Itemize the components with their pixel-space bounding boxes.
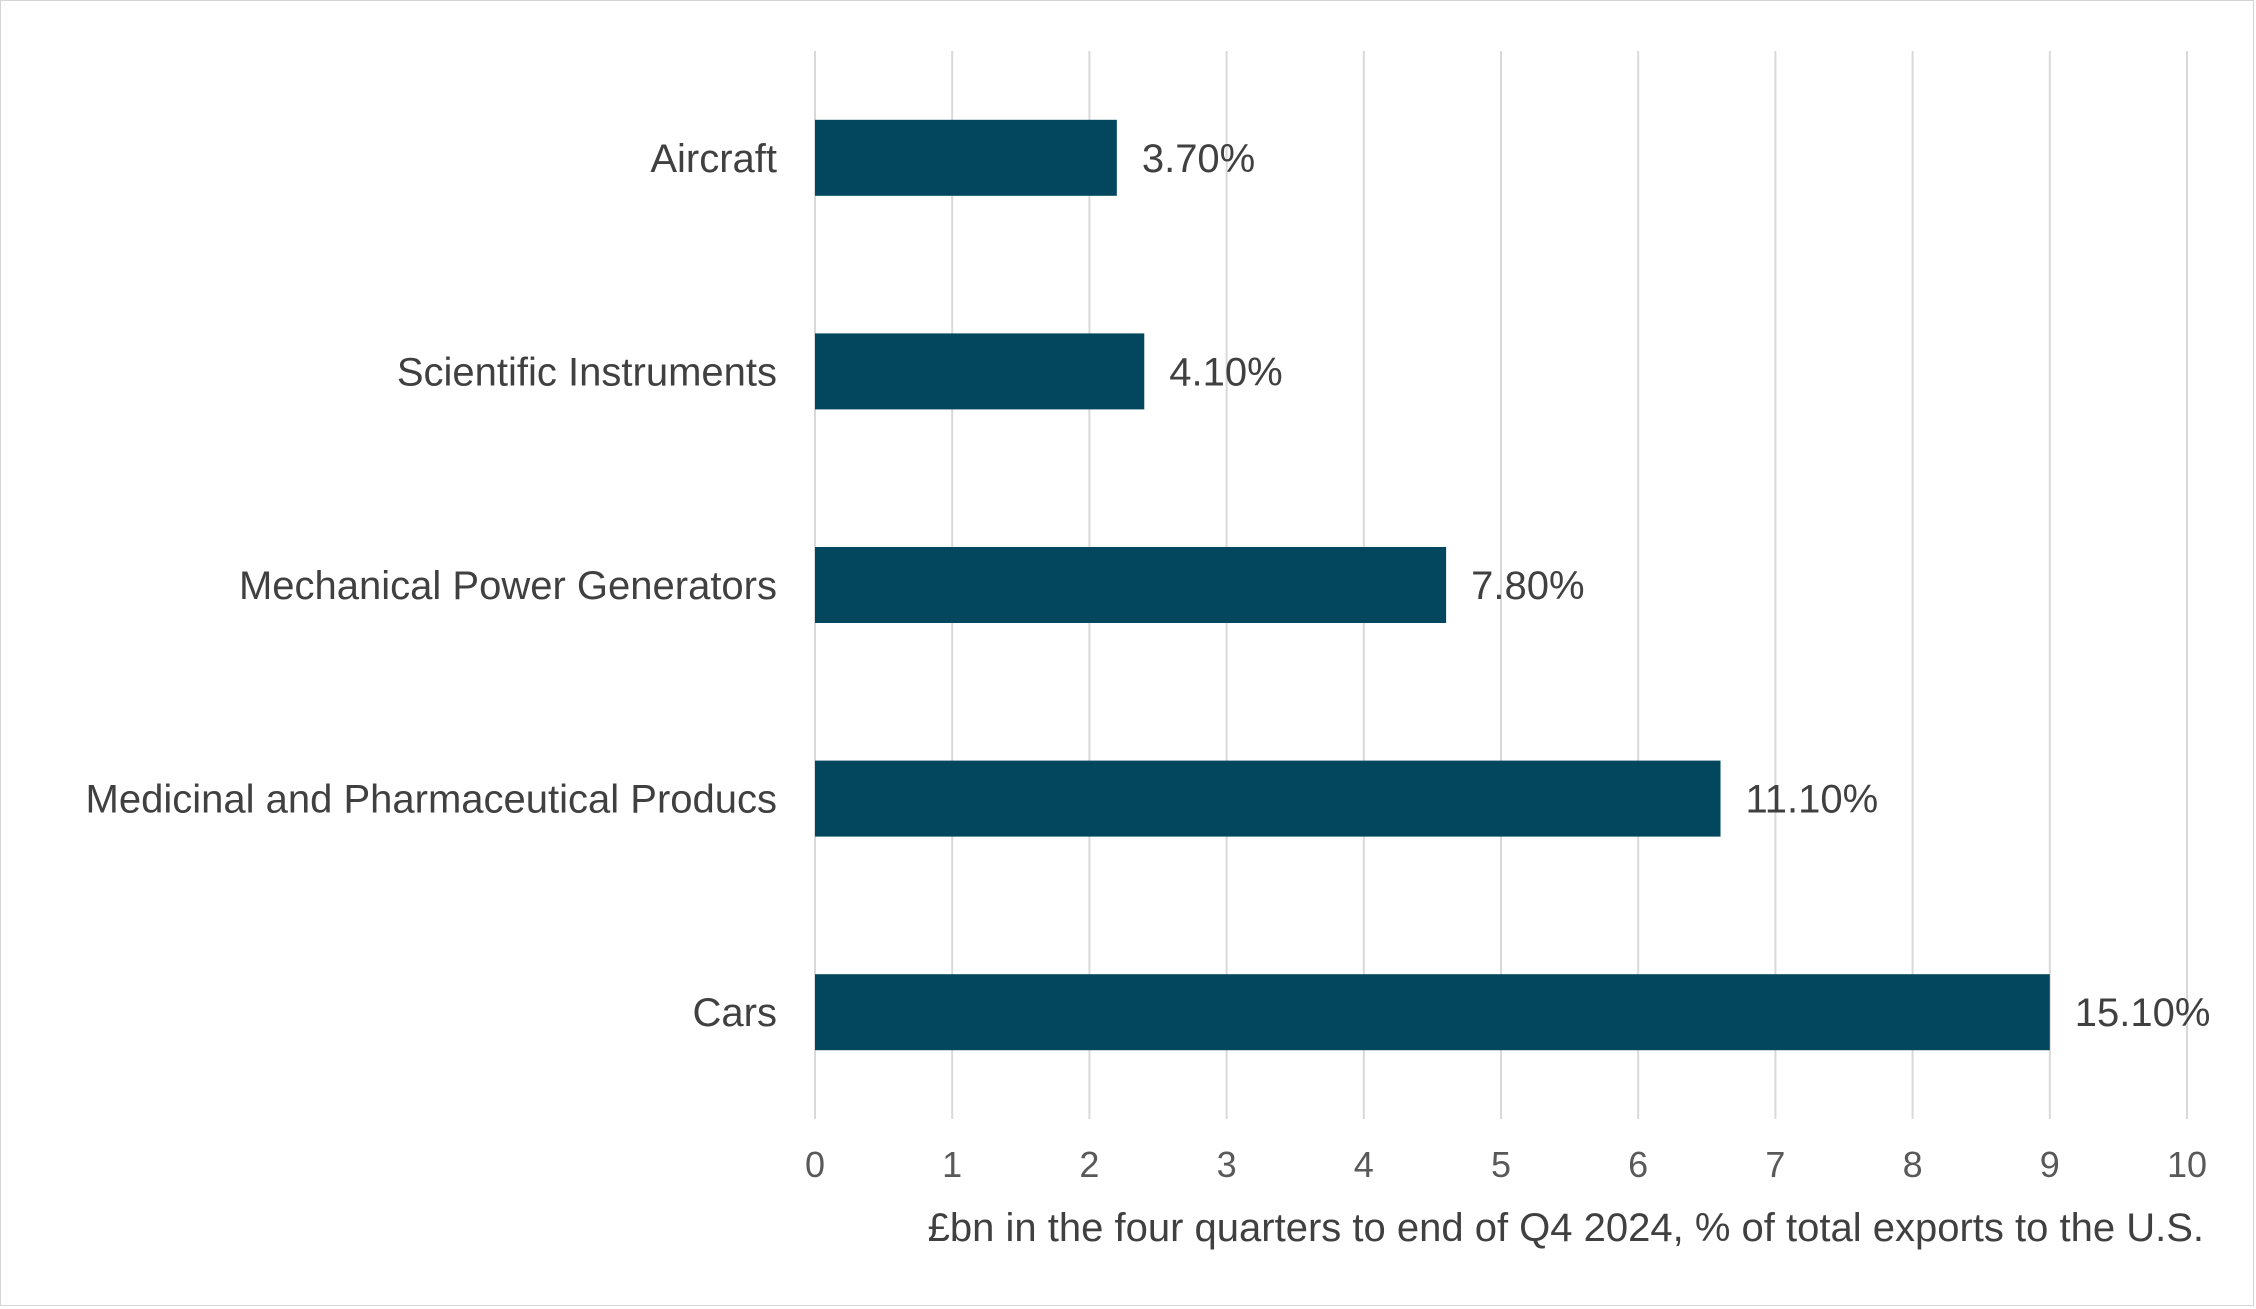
x-tick-label: 7 [1765, 1144, 1785, 1185]
x-tick-label: 4 [1354, 1144, 1374, 1185]
x-tick-label: 5 [1491, 1144, 1511, 1185]
x-tick-label: 8 [1903, 1144, 1923, 1185]
category-label: Medicinal and Pharmaceutical Producs [86, 778, 777, 822]
data-label: 7.80% [1471, 564, 1584, 608]
data-label: 11.10% [1746, 778, 1879, 822]
x-tick-label: 1 [942, 1144, 962, 1185]
category-label: Cars [693, 991, 777, 1035]
x-tick-label: 9 [2040, 1144, 2060, 1185]
x-tick-label: 3 [1217, 1144, 1237, 1185]
category-labels: Aircraft Scientific Instruments Mechanical… [86, 137, 777, 1035]
x-tick-label: 6 [1628, 1144, 1648, 1185]
category-label: Aircraft [650, 137, 777, 181]
data-label: 3.70% [1142, 137, 1255, 181]
bar-scientific-instruments [815, 333, 1145, 410]
bars [815, 119, 2050, 1051]
bar-aircraft [815, 119, 1117, 196]
x-tick-label: 0 [805, 1144, 825, 1185]
bar-cars [815, 974, 2050, 1051]
data-labels: 3.70% 4.10% 7.80% 11.10% 15.10% [1142, 137, 2211, 1035]
bar-medicinal-and-pharmaceutical-producs [815, 760, 1721, 837]
category-label: Scientific Instruments [397, 350, 777, 394]
x-tick-label: 2 [1079, 1144, 1099, 1185]
x-tick-label: 10 [2167, 1144, 2207, 1185]
x-tick-labels: 0 1 2 3 4 5 6 7 8 9 10 [805, 1144, 2207, 1185]
data-label: 4.10% [1169, 350, 1282, 394]
x-axis-title: £bn in the four quarters to end of Q4 20… [928, 1206, 2204, 1250]
category-label: Mechanical Power Generators [239, 564, 777, 608]
data-label: 15.10% [2075, 991, 2211, 1035]
bar-mechanical-power-generators [815, 547, 1447, 623]
